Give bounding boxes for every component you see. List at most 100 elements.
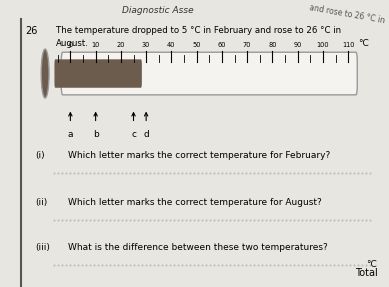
- Point: [135, 262, 141, 267]
- Text: 26: 26: [25, 26, 38, 36]
- Point: [107, 262, 113, 267]
- Point: [143, 218, 149, 223]
- Point: [343, 170, 349, 175]
- Point: [367, 218, 373, 223]
- Point: [283, 170, 289, 175]
- Point: [183, 218, 189, 223]
- Point: [183, 170, 189, 175]
- Point: [363, 170, 369, 175]
- Point: [227, 170, 233, 175]
- Circle shape: [41, 49, 49, 98]
- Point: [207, 170, 213, 175]
- Point: [87, 262, 93, 267]
- Point: [235, 218, 241, 223]
- Point: [155, 218, 161, 223]
- Point: [159, 170, 165, 175]
- Point: [279, 218, 285, 223]
- Point: [163, 170, 169, 175]
- Point: [255, 262, 261, 267]
- Text: and rose to 26 °C in: and rose to 26 °C in: [308, 3, 385, 25]
- Point: [203, 262, 209, 267]
- Point: [55, 218, 61, 223]
- Point: [175, 218, 181, 223]
- Point: [235, 262, 241, 267]
- FancyBboxPatch shape: [54, 59, 142, 88]
- Text: Total: Total: [355, 268, 377, 278]
- Point: [171, 218, 177, 223]
- Point: [311, 170, 317, 175]
- Point: [187, 262, 193, 267]
- Point: [91, 218, 97, 223]
- Point: [99, 218, 105, 223]
- Point: [319, 218, 325, 223]
- Point: [131, 218, 137, 223]
- Point: [275, 218, 281, 223]
- FancyBboxPatch shape: [61, 52, 357, 95]
- Text: a: a: [68, 130, 73, 139]
- Point: [127, 218, 133, 223]
- Point: [235, 170, 241, 175]
- Text: Which letter marks the correct temperature for August?: Which letter marks the correct temperatu…: [68, 198, 322, 207]
- Point: [315, 218, 321, 223]
- Point: [75, 262, 81, 267]
- Point: [115, 218, 121, 223]
- Point: [363, 218, 369, 223]
- Point: [131, 170, 137, 175]
- Point: [339, 218, 345, 223]
- Text: 40: 40: [167, 42, 176, 48]
- Point: [167, 218, 173, 223]
- Point: [107, 170, 113, 175]
- Point: [227, 262, 233, 267]
- Point: [191, 262, 197, 267]
- Point: [283, 262, 289, 267]
- Point: [147, 218, 153, 223]
- Point: [195, 170, 201, 175]
- Point: [131, 262, 137, 267]
- Point: [311, 218, 317, 223]
- Point: [231, 218, 237, 223]
- Point: [63, 170, 69, 175]
- Point: [335, 218, 341, 223]
- Point: [111, 170, 117, 175]
- Point: [111, 218, 117, 223]
- Point: [243, 218, 249, 223]
- Text: 10: 10: [91, 42, 100, 48]
- Point: [195, 218, 201, 223]
- Text: 50: 50: [193, 42, 201, 48]
- Point: [123, 218, 129, 223]
- Point: [59, 218, 65, 223]
- Point: [179, 262, 185, 267]
- Point: [135, 170, 141, 175]
- Point: [311, 262, 317, 267]
- Point: [207, 218, 213, 223]
- Text: c: c: [131, 130, 136, 139]
- Point: [103, 262, 109, 267]
- Point: [271, 262, 277, 267]
- Point: [95, 262, 101, 267]
- Point: [159, 262, 165, 267]
- Point: [55, 170, 61, 175]
- Point: [163, 262, 169, 267]
- Point: [355, 218, 361, 223]
- Point: [79, 262, 85, 267]
- Point: [239, 218, 245, 223]
- Point: [275, 170, 281, 175]
- Point: [67, 218, 73, 223]
- Text: What is the difference between these two temperatures?: What is the difference between these two…: [68, 243, 328, 251]
- Point: [331, 218, 337, 223]
- Point: [275, 262, 281, 267]
- Text: Diagnostic Asse: Diagnostic Asse: [122, 5, 193, 15]
- Point: [127, 170, 133, 175]
- Point: [315, 170, 321, 175]
- Point: [139, 170, 145, 175]
- Point: [363, 262, 369, 267]
- Point: [279, 262, 285, 267]
- Text: 100: 100: [317, 42, 329, 48]
- Point: [75, 218, 81, 223]
- Point: [295, 262, 301, 267]
- Text: 20: 20: [117, 42, 125, 48]
- Point: [299, 170, 305, 175]
- Point: [187, 170, 193, 175]
- Point: [207, 262, 213, 267]
- Point: [291, 218, 297, 223]
